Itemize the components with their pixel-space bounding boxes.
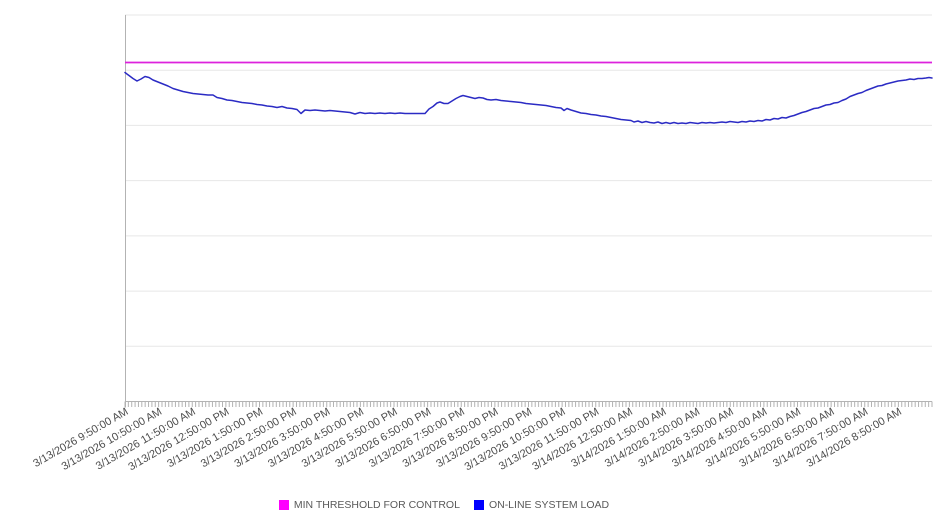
- legend-swatch-min-threshold: [278, 500, 289, 510]
- plot-area: 3/13/2026 9:50:00 AM3/13/2026 10:50:00 A…: [31, 14, 933, 474]
- legend-label-system-load: ON-LINE SYSTEM LOAD: [488, 499, 610, 511]
- x-axis-labels: 3/13/2026 9:50:00 AM3/13/2026 10:50:00 A…: [31, 406, 904, 474]
- system-load-line: [124, 71, 933, 125]
- legend: MIN THRESHOLD FOR CONTROL ON-LINE SYSTEM…: [0, 499, 917, 511]
- gridlines: [125, 14, 932, 347]
- legend-label-min-threshold: MIN THRESHOLD FOR CONTROL: [293, 499, 460, 511]
- legend-swatch-system-load: [473, 500, 484, 510]
- axes: [124, 15, 933, 408]
- legend-item-system-load[interactable]: ON-LINE SYSTEM LOAD: [473, 499, 610, 511]
- series-lines: [124, 61, 933, 125]
- x-axis-minor-ticks: [124, 401, 933, 407]
- legend-item-min-threshold[interactable]: MIN THRESHOLD FOR CONTROL: [278, 499, 460, 511]
